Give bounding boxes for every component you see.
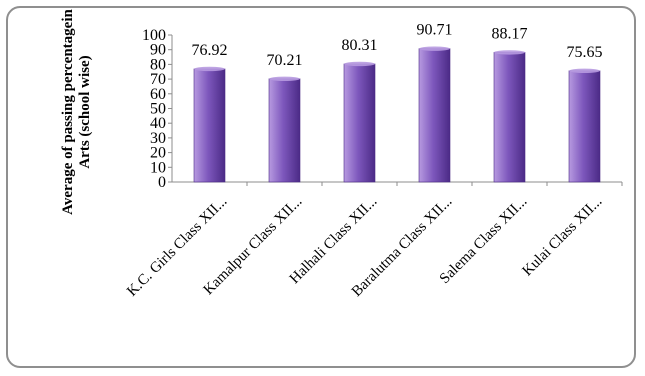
- y-tick-label: 100: [142, 27, 166, 44]
- data-label: 76.92: [192, 42, 228, 59]
- data-label: 90.71: [417, 22, 453, 39]
- category-label: Kulai Class XII...: [519, 194, 605, 280]
- bars: [193, 46, 601, 183]
- bar-cap: [419, 46, 450, 51]
- bar: [568, 70, 601, 183]
- data-label: 70.21: [267, 52, 303, 69]
- bar: [193, 68, 226, 183]
- bar-cap: [494, 50, 525, 55]
- y-tick-label: 60: [150, 86, 166, 103]
- bar-cap: [194, 66, 225, 72]
- bar: [343, 63, 376, 183]
- chart-frame: [6, 6, 636, 368]
- y-tick-label: 30: [150, 130, 166, 147]
- y-tick-label: 10: [150, 159, 166, 176]
- bar-cap: [344, 61, 375, 67]
- bar: [418, 48, 451, 183]
- data-label: 75.65: [567, 44, 603, 61]
- y-tick-label: 70: [150, 71, 166, 88]
- bar-cap: [569, 68, 600, 73]
- data-label: 80.31: [342, 37, 378, 54]
- y-tick-label: 20: [150, 145, 166, 162]
- bar: [268, 78, 301, 183]
- y-tick-label: 40: [150, 115, 166, 132]
- bar-cap: [269, 76, 300, 81]
- bar: [493, 52, 526, 183]
- y-tick-label: 0: [158, 174, 166, 191]
- y-tick-label: 50: [150, 101, 166, 118]
- data-label: 88.17: [492, 25, 528, 42]
- y-tick-label: 80: [150, 56, 166, 73]
- y-tick-label: 90: [150, 42, 166, 59]
